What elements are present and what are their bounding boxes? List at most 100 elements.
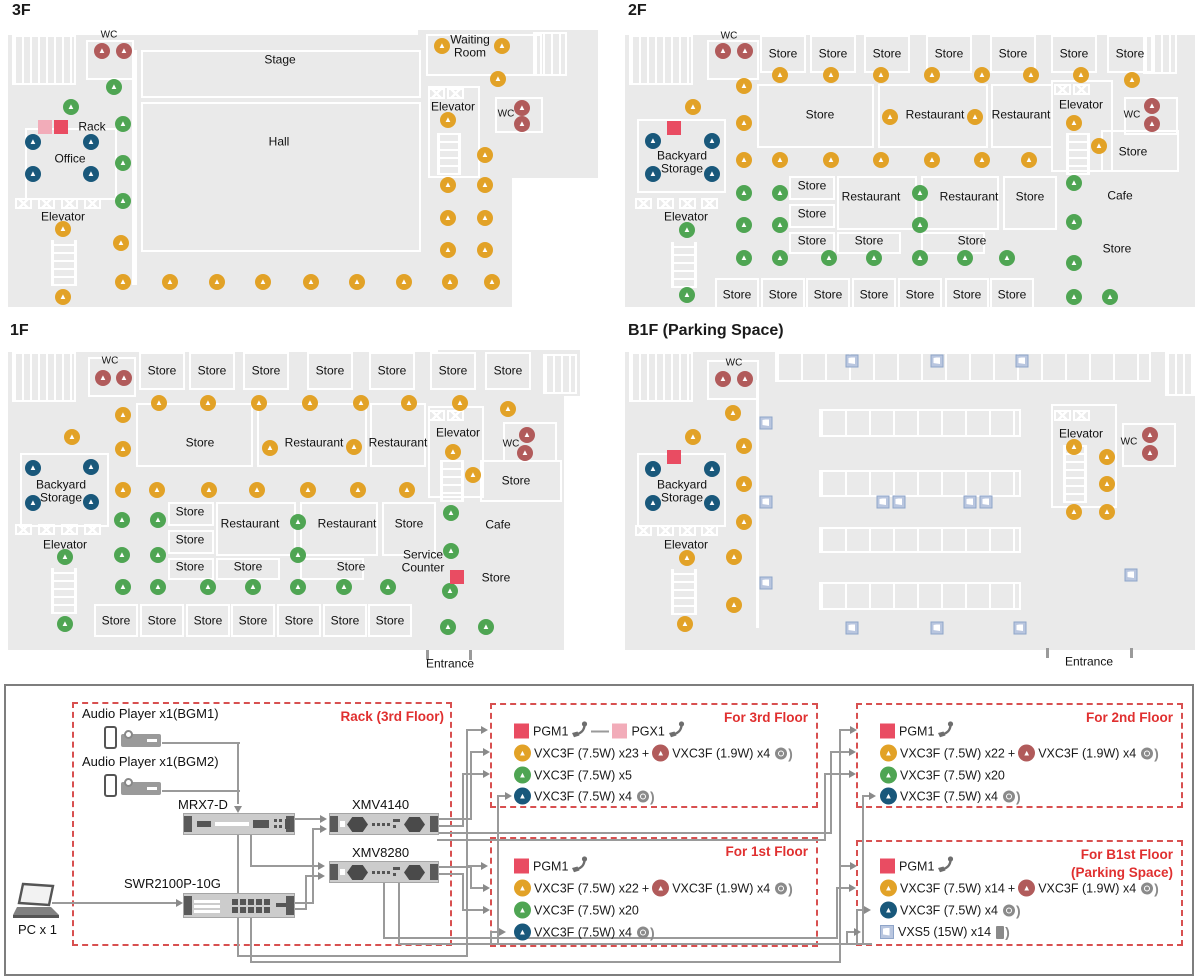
room-store: [806, 278, 850, 311]
wire: [836, 887, 849, 889]
room-label: Backyard Storage: [656, 148, 708, 176]
speaker-vxc3f-7-5w-yellow-icon: [726, 597, 742, 613]
room-store: [136, 403, 253, 467]
room-label: WC: [100, 29, 118, 41]
speaker-vxc3f-7-5w-yellow-icon: [823, 152, 839, 168]
room-label: Store: [805, 107, 835, 122]
speaker-vxc3f-1-9w-red-icon: [715, 371, 731, 387]
room-label: Store: [813, 286, 843, 301]
panel-detail: [340, 869, 345, 875]
speaker-vxc3f-7-5w-yellow-icon: [880, 744, 897, 762]
speaker-vxc3f-7-5w-yellow-icon: [201, 482, 217, 498]
speaker-vxc3f-7-5w-yellow-icon: [115, 441, 131, 457]
speaker-vxc3f-7-5w-yellow-icon: [445, 444, 461, 460]
wire: [846, 931, 854, 933]
room-label: Store: [147, 363, 177, 378]
speaker-vxc3f-7-5w-yellow-icon: [880, 879, 897, 897]
room-label: Elevator: [663, 537, 709, 552]
room-label: Store: [336, 559, 366, 574]
corridor-wall: [132, 50, 137, 285]
speaker-bracket: ): [1015, 902, 1021, 918]
wire: [383, 937, 838, 939]
room-label: Store: [175, 532, 205, 547]
room-store: [94, 604, 138, 637]
speaker-vxc3f-7-5w-yellow-icon: [350, 482, 366, 498]
speaker-vxc3f-7-5w-green-icon: [106, 79, 122, 95]
speaker-vxc3f-1-9w-red-icon: [737, 43, 753, 59]
panel-dot: [387, 823, 390, 826]
room-label: Store: [722, 286, 752, 301]
zone-b1st-floor-title: For B1st Floor (Parking Space): [1070, 847, 1173, 880]
elevator-shaft-icon: [635, 525, 652, 536]
wire: [250, 918, 252, 963]
room-store: [921, 232, 985, 254]
entrance-tick: [469, 650, 472, 660]
speaker-vxc3f-7-5w-green-icon: [115, 579, 131, 595]
wire: [237, 835, 239, 893]
speaker-vxc3f-7-5w-green-icon: [1066, 175, 1082, 191]
device-cap: [184, 816, 192, 832]
panel-dot: [274, 819, 277, 822]
pgm1-station-icon: [514, 858, 529, 874]
paging-mic-icon: [934, 856, 954, 877]
panel-dot: [274, 825, 277, 828]
room-label: Store: [315, 363, 345, 378]
mrx7d-device-label: MRX7-D: [178, 797, 228, 812]
stairs-icon: [629, 35, 693, 85]
ceiling-speaker-icon: [1002, 904, 1015, 916]
room-label: Store: [768, 46, 798, 61]
wire: [862, 796, 864, 945]
speaker-vxc3f-7-5w-green-icon: [514, 901, 531, 919]
speaker-vxc3f-7-5w-green-icon: [443, 505, 459, 521]
arrow-icon: [483, 770, 490, 778]
arrow-icon: [481, 726, 488, 734]
wire: [824, 773, 849, 775]
room-label: WC: [502, 438, 520, 450]
room-restaurant: [921, 176, 999, 230]
speaker-vxc3f-7-5w-blue-icon: [514, 787, 531, 805]
speaker-bracket: ): [649, 924, 655, 940]
room-store: [852, 278, 896, 311]
speaker-vxc3f-7-5w-green-icon: [115, 193, 131, 209]
room-store: [430, 352, 476, 390]
speaker-vxc3f-7-5w-yellow-icon: [1099, 504, 1115, 520]
speaker-vxc3f-1-9w-red-icon: [1018, 879, 1036, 897]
entrance-tick: [1130, 648, 1133, 658]
wire: [437, 873, 463, 875]
speaker-vxc3f-7-5w-yellow-icon: [1066, 439, 1082, 455]
swr2100p-device-label: SWR2100P-10G: [124, 876, 221, 891]
amp-knob: [347, 817, 368, 832]
speaker-vxc3f-7-5w-yellow-icon: [500, 401, 516, 417]
speaker-vxc3f-1-9w-red-icon: [519, 427, 535, 443]
speaker-vxc3f-7-5w-green-icon: [290, 514, 306, 530]
device-cap: [286, 896, 294, 915]
device-cap: [330, 816, 338, 832]
speaker-vxc3f-7-5w-yellow-icon: [736, 476, 752, 492]
room-label: Restaurant: [841, 189, 901, 204]
speaker-vxc3f-7-5w-yellow-icon: [772, 67, 788, 83]
corridor-wall: [756, 380, 759, 628]
speaker-vxs5-icon: [930, 621, 944, 635]
speaker-vxc3f-7-5w-yellow-icon: [736, 115, 752, 131]
speaker-vxs5-icon: [876, 495, 890, 509]
room-backyard-storage: [637, 119, 726, 193]
speaker-vxc3f-7-5w-green-icon: [866, 250, 882, 266]
device-cap: [286, 816, 294, 832]
wire: [856, 909, 864, 911]
speaker-vxc3f-7-5w-green-icon: [114, 547, 130, 563]
speaker-vxc3f-1-9w-red-icon: [715, 43, 731, 59]
switch-port: [232, 899, 238, 905]
speaker-vxc3f-7-5w-yellow-icon: [490, 71, 506, 87]
floor-plan-3f: Stage Hall Waiting Room Office WC Rack Elevato…: [8, 28, 600, 318]
speaker-vxc3f-7-5w-yellow-icon: [1099, 476, 1115, 492]
switch-port: [264, 899, 270, 905]
speaker-vxc3f-7-5w-green-icon: [114, 512, 130, 528]
output-row: VXC3F (7.5W) x4): [880, 787, 1021, 805]
speaker-vxc3f-7-5w-yellow-icon: [736, 152, 752, 168]
wire: [383, 883, 385, 939]
elevator-shaft-icon: [657, 525, 674, 536]
speaker-vxc3f-7-5w-blue-icon: [645, 495, 661, 511]
speaker-vxc3f-7-5w-green-icon: [736, 250, 752, 266]
speaker-vxs5-icon: [963, 495, 977, 509]
room-label: WC: [101, 355, 119, 367]
